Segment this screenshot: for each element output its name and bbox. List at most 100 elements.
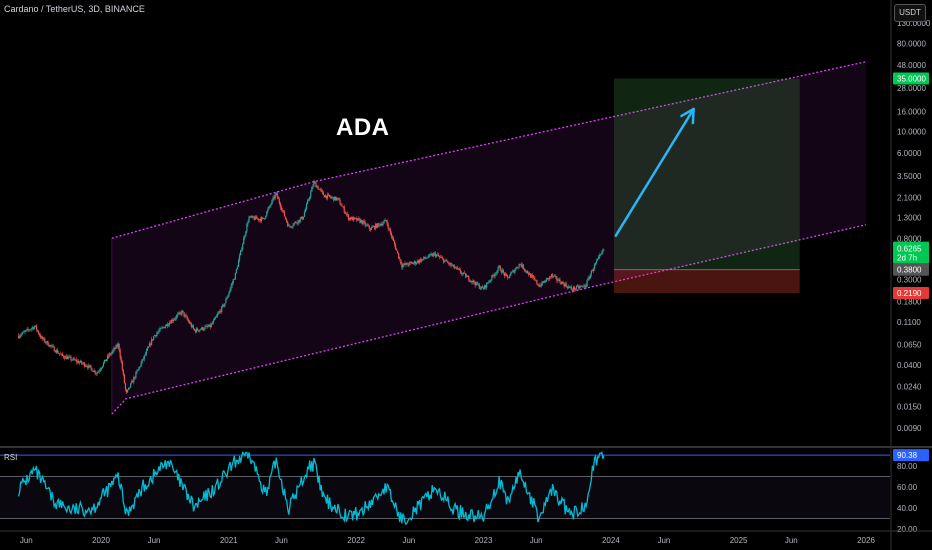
candle-body: [352, 217, 354, 221]
candle-body: [19, 336, 21, 338]
stop-zone: [614, 269, 800, 294]
candle-body: [505, 274, 508, 276]
candle-body: [298, 220, 300, 222]
candle-body: [343, 206, 345, 213]
current-price-badge: [893, 241, 929, 264]
candle-body: [81, 363, 84, 365]
candle-body: [398, 252, 400, 259]
candle-body: [46, 341, 48, 343]
candle-body: [407, 264, 409, 266]
candle-body: [527, 273, 530, 275]
candle-body: [326, 194, 329, 199]
candle-body: [207, 326, 209, 328]
candle-body: [236, 267, 239, 270]
candle-body: [78, 362, 80, 364]
candle-body: [321, 190, 323, 192]
candle-body: [335, 196, 337, 201]
candle-body: [161, 327, 163, 329]
candle-body: [213, 318, 216, 321]
candle-body: [200, 329, 202, 331]
candle-body: [602, 249, 604, 253]
candle-body: [478, 284, 480, 289]
candle-body: [364, 222, 366, 226]
price-tick-label: 0.1100: [897, 318, 921, 327]
candle-body: [98, 370, 100, 372]
current-price-label: 0.6265: [897, 245, 922, 254]
currency-selector[interactable]: USDT: [894, 4, 926, 22]
candle-body: [41, 336, 43, 338]
candle-body: [245, 231, 247, 236]
candle-body: [76, 360, 78, 362]
candle-body: [121, 361, 123, 370]
candle-body: [316, 186, 318, 188]
candle-body: [372, 226, 375, 227]
candle-body: [585, 285, 587, 288]
candle-body: [360, 220, 362, 223]
price-tick-label: 6.0000: [897, 149, 922, 158]
candle-body: [126, 389, 129, 393]
candle-body: [276, 192, 278, 198]
candle-body: [521, 264, 523, 267]
candle-body: [123, 374, 125, 384]
candle-body: [603, 249, 605, 251]
candle-body: [457, 268, 459, 270]
candle-body: [154, 335, 156, 337]
candle-body: [47, 341, 49, 346]
candle-body: [99, 369, 101, 371]
candle-body: [215, 315, 218, 318]
candle-body: [506, 275, 509, 278]
candle-body: [518, 263, 520, 268]
candle-body: [546, 278, 548, 279]
candle-body: [292, 225, 294, 227]
candle-body: [89, 365, 91, 366]
candle-body: [148, 343, 151, 347]
candle-body: [482, 288, 485, 289]
candle-body: [82, 362, 85, 364]
candle-body: [349, 217, 352, 220]
candle-body: [388, 228, 390, 230]
candle-body: [132, 380, 134, 383]
candle-body: [344, 212, 346, 214]
candle-body: [129, 387, 131, 389]
price-tick-label: 0.0240: [897, 383, 922, 392]
candle-body: [382, 223, 384, 226]
candle-body: [456, 267, 458, 269]
candle-body: [234, 273, 236, 280]
candle-body: [536, 280, 538, 284]
candle-body: [368, 225, 370, 229]
candle-body: [27, 328, 29, 330]
candle-body: [317, 186, 319, 190]
candle-body: [365, 224, 367, 226]
candle-body: [417, 260, 420, 263]
candle-body: [64, 357, 66, 359]
candle-body: [124, 383, 127, 390]
candle-body: [430, 254, 432, 256]
candle-body: [105, 359, 108, 362]
candle-body: [525, 270, 528, 272]
rsi-pane: [0, 446, 932, 526]
candle-body: [493, 275, 495, 277]
candle-body: [31, 327, 33, 329]
candle-body: [531, 275, 533, 278]
candle-body: [487, 282, 489, 284]
candle-body: [393, 240, 396, 245]
candle-body: [228, 292, 230, 296]
candle-body: [28, 329, 30, 331]
candle-body: [212, 320, 214, 324]
candle-body: [42, 336, 44, 340]
candle-body: [590, 270, 592, 275]
price-tick-label: 0.0150: [897, 402, 922, 411]
candle-body: [313, 181, 315, 187]
candle-body: [44, 338, 46, 343]
candle-body: [218, 312, 220, 315]
candle-body: [141, 359, 143, 363]
candle-body: [593, 264, 596, 269]
candle-body: [395, 249, 398, 251]
candle-body: [342, 206, 344, 208]
candle-body: [158, 330, 160, 333]
candle-body: [87, 366, 89, 368]
time-tick-label: Jun: [402, 536, 415, 545]
candle-body: [361, 220, 363, 224]
candle-body: [192, 325, 195, 329]
